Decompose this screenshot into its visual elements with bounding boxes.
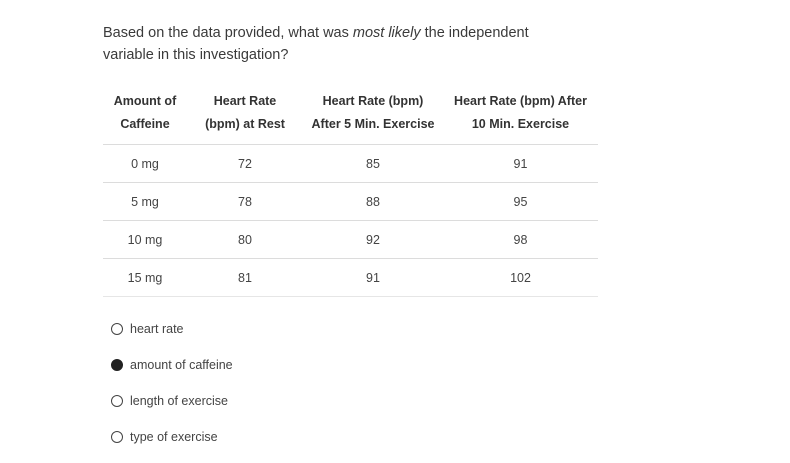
table-cell: 78 [187, 182, 303, 221]
option-label: length of exercise [130, 394, 228, 408]
column-header-5min: Heart Rate (bpm) After 5 Min. Exercise [303, 90, 443, 145]
answer-options: heart rate amount of caffeine length of … [111, 319, 233, 463]
table-cell: 10 mg [103, 220, 187, 259]
table-cell: 92 [303, 220, 443, 259]
data-table: Amount of Caffeine Heart Rate (bpm) at R… [103, 90, 598, 297]
table-row: 15 mg 81 91 102 [103, 258, 598, 297]
table-cell: 81 [187, 258, 303, 297]
option-label: amount of caffeine [130, 358, 233, 372]
table-header-row: Amount of Caffeine Heart Rate (bpm) at R… [103, 90, 598, 145]
table-cell: 98 [443, 220, 598, 259]
table-cell: 80 [187, 220, 303, 259]
table-cell: 5 mg [103, 182, 187, 221]
question-text: Based on the data provided, what was mos… [103, 22, 583, 66]
table-cell: 88 [303, 182, 443, 221]
table-row: 10 mg 80 92 98 [103, 220, 598, 259]
table-cell: 15 mg [103, 258, 187, 297]
question-text-start: Based on the data provided, what was [103, 25, 353, 41]
option-length-of-exercise[interactable]: length of exercise [111, 391, 233, 411]
column-header-caffeine: Amount of Caffeine [103, 90, 187, 145]
table-cell: 91 [443, 144, 598, 183]
question-text-end: the independent variable in this investi… [103, 25, 529, 63]
radio-unselected-icon[interactable] [111, 323, 123, 335]
table-cell: 91 [303, 258, 443, 297]
table-row: 0 mg 72 85 91 [103, 144, 598, 183]
option-label: heart rate [130, 322, 184, 336]
question-emphasis: most likely [352, 25, 421, 41]
option-type-of-exercise[interactable]: type of exercise [111, 427, 233, 447]
table-cell: 72 [187, 144, 303, 183]
radio-unselected-icon[interactable] [111, 395, 123, 407]
option-heart-rate[interactable]: heart rate [111, 319, 233, 339]
option-label: type of exercise [130, 430, 218, 444]
option-amount-of-caffeine[interactable]: amount of caffeine [111, 355, 233, 375]
radio-unselected-icon[interactable] [111, 431, 123, 443]
table-cell: 0 mg [103, 144, 187, 183]
column-header-10min: Heart Rate (bpm) After 10 Min. Exercise [443, 90, 598, 145]
table-cell: 85 [303, 144, 443, 183]
table-cell: 102 [443, 258, 598, 297]
column-header-rest: Heart Rate (bpm) at Rest [187, 90, 303, 145]
radio-selected-icon[interactable] [111, 359, 123, 371]
table-cell: 95 [443, 182, 598, 221]
table-row: 5 mg 78 88 95 [103, 182, 598, 221]
